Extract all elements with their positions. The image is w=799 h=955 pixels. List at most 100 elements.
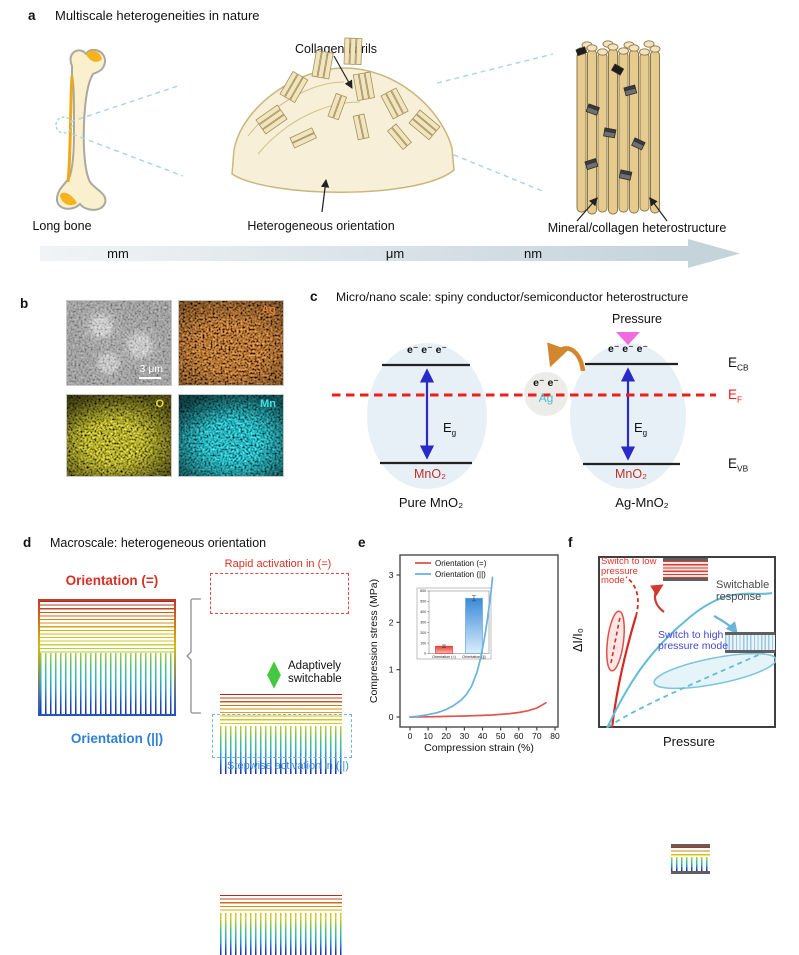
bandgap-arrows	[419, 367, 636, 461]
o-vignette	[67, 395, 171, 476]
svg-text:1: 1	[389, 665, 394, 675]
band-diagram	[332, 332, 716, 489]
scale-mm-label: mm	[107, 246, 129, 261]
panel-a-illustration	[40, 37, 740, 268]
scale-arrow	[40, 239, 740, 268]
mn-map-label: Mn	[260, 398, 276, 410]
svg-text:70: 70	[532, 731, 542, 741]
orientation-par-label: Orientation (||)	[70, 731, 164, 746]
panel-c-title: Micro/nano scale: spiny conductor/semico…	[336, 290, 689, 304]
panel-a-label: a	[28, 8, 36, 23]
annotation-arrows	[320, 55, 668, 222]
y-axis-label: Compression stress (MPa)	[368, 579, 380, 703]
switch-up-arrow	[650, 584, 665, 613]
switchable-response-label: Switchable response	[716, 579, 770, 603]
ag-label: Ag	[538, 391, 554, 405]
legend-label-eq: Orientation (=)	[435, 559, 487, 568]
electrons-pure: e⁻ e⁻ e⁻	[407, 344, 447, 356]
pure-mno2-caption: Pure MnO₂	[398, 495, 464, 510]
svg-text:30: 30	[460, 731, 470, 741]
long-bone-label: Long bone	[32, 219, 92, 233]
mineral-collagen-label: Mineral/collagen heterostructure	[547, 221, 727, 235]
svg-text:3: 3	[389, 570, 394, 580]
high-pressure-mode-block	[725, 632, 775, 653]
x-axis-label: Compression strain (%)	[424, 742, 534, 754]
o-map-label: O	[155, 398, 164, 410]
svg-text:40: 40	[478, 731, 488, 741]
ag-mno2-caption: Ag-MnO₂	[615, 495, 669, 510]
eg-label-left: Eg	[443, 420, 457, 438]
svg-text:0: 0	[389, 712, 394, 722]
svg-text:300: 300	[420, 620, 426, 624]
switchable-response-sketch	[606, 576, 776, 728]
mno2-label-right: MnO₂	[615, 467, 647, 481]
modulus-inset-chart: Compression modulus (kPa) 01002003004005…	[416, 587, 492, 660]
svg-text:10: 10	[423, 731, 433, 741]
mno2-label-left: MnO₂	[414, 467, 446, 481]
ef-label: EF	[728, 387, 743, 405]
panel-f-label: f	[568, 535, 573, 550]
high-pressure-ellipse	[653, 652, 776, 690]
svg-text:Orientation (=): Orientation (=)	[432, 655, 456, 659]
svg-text:60: 60	[514, 731, 524, 741]
stress-strain-curves	[409, 576, 547, 718]
panel-a-title: Multiscale heterogeneities in nature	[55, 8, 260, 23]
svg-text:500: 500	[420, 600, 426, 604]
legend-label-par: Orientation (||)	[435, 570, 486, 579]
pressure-arrow-icon	[616, 332, 640, 345]
axes-ticks: 0 10 20 30 40 50 60 70 80 0 1 2 3	[389, 570, 560, 741]
svg-text:100: 100	[420, 641, 426, 645]
panel-e-label: e	[358, 535, 366, 550]
svg-text:600: 600	[420, 589, 426, 593]
collagen-disc-illustration	[231, 37, 455, 193]
cyan-response-curve	[606, 592, 773, 728]
texture-stepwise-mode	[220, 895, 342, 955]
band-edge-lines	[380, 362, 680, 466]
pressure-label: Pressure	[611, 312, 663, 326]
evb-label: EVB	[728, 456, 749, 474]
mn-vignette	[179, 395, 283, 476]
ecb-label: ECB	[728, 355, 749, 373]
svg-text:0: 0	[424, 652, 426, 656]
rapid-activation-label: Rapid activation in (=)	[224, 558, 332, 570]
rapid-activation-box	[210, 573, 349, 614]
svg-text:400: 400	[420, 610, 426, 614]
svg-text:200: 200	[420, 631, 426, 635]
electron-transfer-arrow	[547, 342, 586, 372]
red-inner-dashed	[610, 616, 621, 664]
svg-text:20: 20	[442, 731, 452, 741]
scale-nm-label: nm	[523, 246, 543, 261]
sem-image: 3 μm	[66, 300, 172, 386]
chart-legend: Orientation (=) Orientation (||)	[415, 559, 487, 579]
stepwise-activation-label: Stepwise activation in (||)	[227, 760, 349, 772]
orientation-eq-label: Orientation (=)	[65, 573, 159, 588]
eds-map-o: O	[66, 394, 172, 477]
svg-text:50: 50	[496, 731, 506, 741]
eds-map-ag: Ag	[178, 300, 284, 386]
f-y-axis-label: ΔI/I₀	[571, 628, 585, 652]
ag-vignette	[179, 301, 283, 385]
svg-text:Orientation (||): Orientation (||)	[462, 655, 485, 659]
electrons-ag-mno2: e⁻ e⁻ e⁻	[608, 343, 648, 355]
collagen-tube-bundle-illustration	[575, 40, 661, 215]
adaptively-switchable-label: Adaptively switchable	[288, 660, 342, 685]
mineral-cubes	[575, 46, 646, 181]
scale-um-label: μm	[385, 246, 405, 261]
svg-text:80: 80	[550, 731, 560, 741]
f-x-axis-label: Pressure	[662, 734, 716, 749]
panel-b-label: b	[20, 296, 29, 311]
switch-arrow	[266, 661, 282, 689]
long-bone-illustration	[56, 48, 107, 211]
heterogeneous-block	[671, 844, 710, 874]
svg-text:0: 0	[408, 731, 413, 741]
switch-low-label: Switch to low pressure mode	[601, 556, 657, 586]
switch-high-label: Switch to high pressure mode	[658, 629, 729, 652]
brace	[186, 598, 201, 714]
electrons-ag: e⁻ e⁻	[533, 377, 559, 389]
svg-text:2: 2	[389, 617, 394, 627]
switch-down-arrow	[713, 615, 738, 635]
texture-rapid-mode	[220, 694, 342, 774]
panel-c-label: c	[310, 289, 318, 304]
ag-noise-texture	[179, 301, 283, 385]
